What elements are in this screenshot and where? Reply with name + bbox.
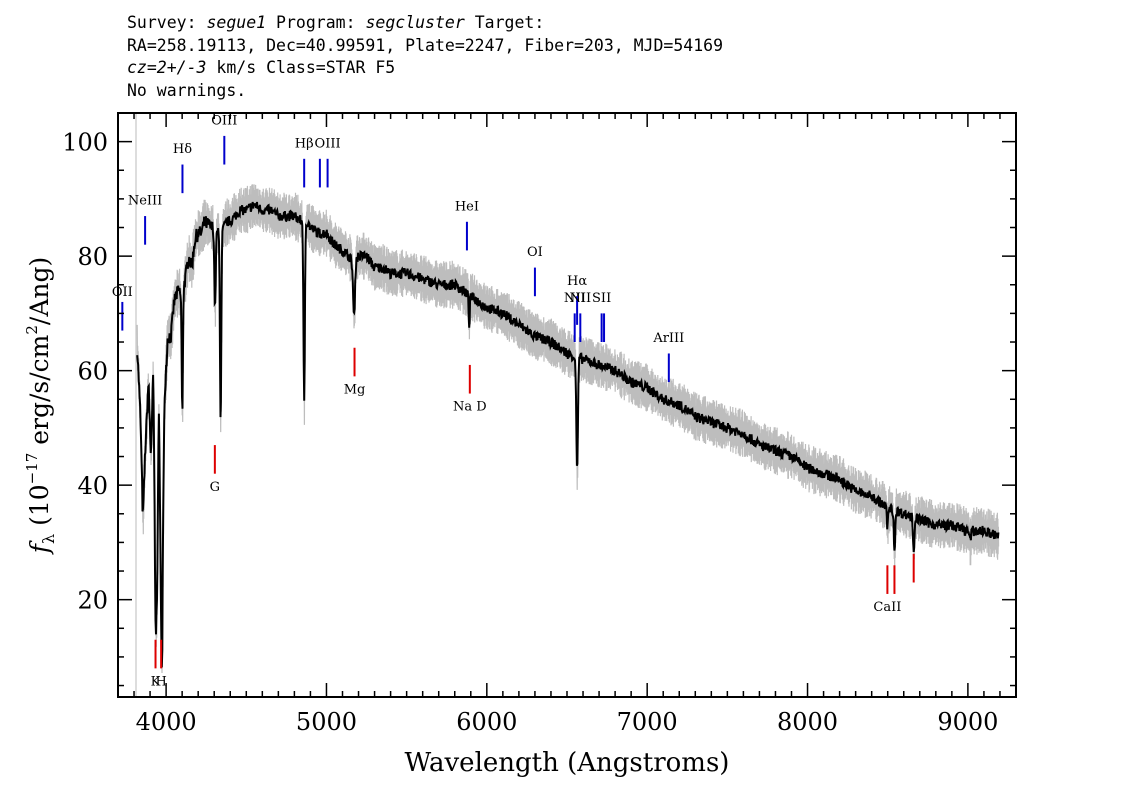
emission-line-label: NII — [569, 291, 591, 306]
emission-line-label: Hδ — [173, 142, 192, 157]
emission-line-label: OIII — [211, 113, 237, 128]
redshift-value: cz=2+/-3 — [127, 58, 207, 77]
x-axis-label: Wavelength (Angstroms) — [405, 748, 730, 778]
y-tick-label: 100 — [62, 129, 108, 157]
emission-line-label: OIII — [315, 136, 341, 151]
program-label: Program: — [276, 13, 356, 32]
header-line-1: Survey: segue1 Program: segcluster Targe… — [127, 12, 723, 35]
y-axis-label: fλ (10−17 erg/s/cm2/Ang) — [23, 257, 58, 556]
y-tick-label: 60 — [77, 358, 108, 386]
program-value: segcluster — [365, 13, 465, 32]
absorption-line-label: Mg — [344, 383, 366, 398]
absorption-line-label: CaII — [873, 600, 901, 615]
header-line-2: RA=258.19113, Dec=40.99591, Plate=2247, … — [127, 35, 724, 55]
x-tick-label: 8000 — [777, 708, 838, 736]
x-tick-label: 7000 — [617, 708, 678, 736]
target-label: Target: — [474, 13, 545, 32]
emission-line-label: NII — [564, 291, 586, 306]
x-tick-label: 5000 — [296, 708, 357, 736]
header-line-4: No warnings. — [127, 80, 247, 100]
emission-line-label: Hβ — [295, 136, 314, 151]
y-tick-label: 40 — [77, 472, 108, 500]
emission-line-label: NeIII — [128, 194, 162, 209]
x-tick-label: 9000 — [937, 708, 998, 736]
class-value: km/s Class=STAR F5 — [206, 58, 396, 77]
header-line-3: cz=2+/-3 km/s Class=STAR F5 — [127, 57, 723, 80]
error-band — [136, 184, 1000, 674]
emission-line-label: HeI — [455, 199, 479, 214]
emission-line-label: Hα — [567, 274, 587, 289]
emission-line-label: ArIII — [652, 331, 684, 346]
spectrum-line — [136, 201, 1000, 668]
spectrum-header: Survey: segue1 Program: segcluster Targe… — [127, 12, 723, 102]
emission-line-label: OI — [527, 245, 543, 260]
emission-line-label: SII — [592, 291, 611, 306]
absorption-line-label: Na D — [453, 400, 487, 415]
survey-label: Survey: — [127, 13, 197, 32]
absorption-line-label: K — [151, 675, 161, 690]
emission-line-label: OII — [112, 285, 133, 300]
y-tick-label: 20 — [77, 587, 108, 615]
absorption-line-label: H — [155, 675, 166, 690]
x-tick-label: 4000 — [136, 708, 197, 736]
survey-value: segue1 — [206, 13, 267, 32]
y-tick-label: 80 — [77, 243, 108, 271]
absorption-line-label: G — [210, 480, 220, 495]
x-tick-label: 6000 — [456, 708, 517, 736]
